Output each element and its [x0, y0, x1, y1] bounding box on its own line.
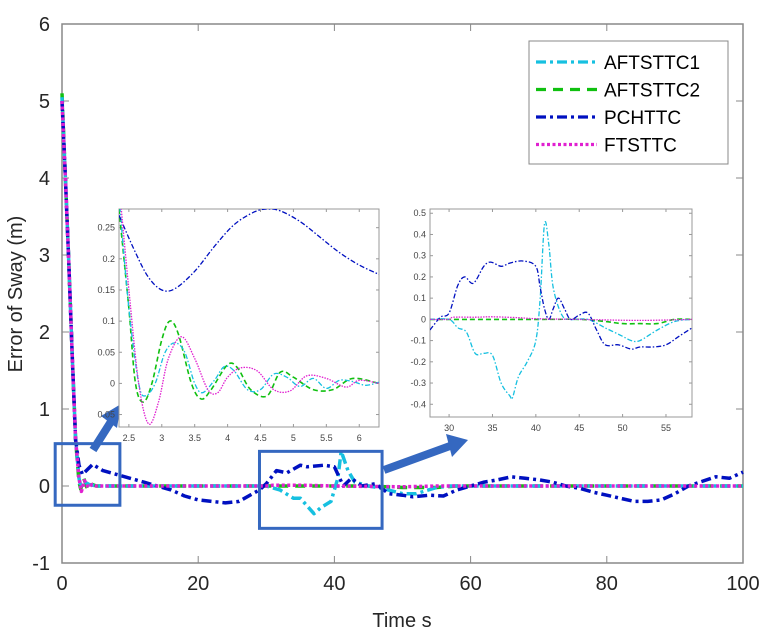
y-tick-label: 0: [39, 476, 50, 498]
inset-x-tick-label: 3: [159, 433, 164, 443]
zoom-region-box-2: [257, 449, 384, 530]
plot-area-frame: [61, 23, 744, 564]
legend-label: PCHTTC: [604, 108, 681, 129]
inset-frame: [118, 208, 380, 428]
inset-y-tick-label: -0.1: [410, 336, 426, 346]
inset-y-tick-label: 0.1: [413, 293, 426, 303]
inset-x-tick-label: 50: [618, 423, 628, 433]
inset-x-tick-label: 5.5: [320, 433, 333, 443]
inset-x-tick-label: 5: [291, 433, 296, 443]
inset-x-tick-label: 35: [487, 423, 497, 433]
inset-y-tick-label: 0.05: [97, 347, 115, 357]
inset-y-tick-label: 0.3: [413, 251, 426, 261]
inset-y-tick-label: 0.2: [413, 272, 426, 282]
y-tick-label: 1: [39, 399, 50, 421]
inset-x-tick-label: 4.5: [254, 433, 267, 443]
inset-y-tick-label: 0.4: [413, 229, 426, 239]
zoom-arrow-2: [382, 434, 468, 474]
zoom-arrow-1: [89, 404, 121, 453]
y-tick-label: 3: [39, 245, 50, 267]
inset-x-tick-label: 4: [225, 433, 230, 443]
inset-y-tick-label: 0.05: [97, 410, 115, 420]
inset-y-tick-label: -0.2: [410, 357, 426, 367]
inset-series-line-pchttc: [119, 209, 379, 292]
y-tick-label: 5: [39, 91, 50, 113]
series-line-ftsttc: [60, 100, 743, 494]
x-tick-label: 40: [323, 573, 345, 595]
x-tick-label: 100: [726, 573, 759, 595]
inset-x-tick-label: 30: [444, 423, 454, 433]
inset-series-line-ftsttc: [120, 209, 379, 425]
y-axis-label: Error of Sway (m): [5, 216, 27, 373]
legend-label: AFTSTTC2: [604, 81, 700, 102]
y-tick-label: 6: [39, 14, 50, 36]
inset-y-tick-label: 0.15: [97, 285, 115, 295]
inset-y-tick-label: -0.3: [410, 378, 426, 388]
zoom-inset-2: 30 35 40 45 50 55 -0.4 -0.3 -0.2 -0.1 0 0.1 0.2 0.3 0.…: [410, 208, 693, 433]
inset-series-line-ftsttc: [430, 316, 692, 322]
inset-x-tick-label: 3.5: [188, 433, 201, 443]
inset-series-line-aftsttc2: [119, 209, 379, 403]
y-tick-label: 4: [39, 168, 50, 190]
y-tick-label: -1: [32, 553, 50, 575]
x-tick-label: 0: [56, 573, 67, 595]
inset-series-line-aftsttc1: [430, 221, 692, 400]
zoom-inset-1: 2.5 3 3.5 4 4.5 5 5.5 6 0.05 0 0.05 0.1 0.15 0.2 0.25: [97, 208, 380, 443]
inset-x-tick-label: 55: [661, 423, 671, 433]
inset-y-tick-label: 0.2: [102, 254, 115, 264]
x-tick-label: 20: [187, 573, 209, 595]
inset-frame: [429, 208, 693, 418]
zoom-region-box-1: [53, 442, 122, 507]
inset-series-line-pchttc: [430, 260, 692, 350]
inset-x-tick-label: 6: [357, 433, 362, 443]
inset-y-tick-label: 0.25: [97, 223, 115, 233]
legend-label: FTSTTC: [604, 136, 677, 157]
series-line-pchttc: [60, 100, 744, 505]
inset-x-tick-label: 40: [531, 423, 541, 433]
legend: AFTSTTC1 AFTSTTC2 PCHTTC FTSTTC: [528, 40, 729, 165]
inset-y-tick-label: -0.4: [410, 399, 426, 409]
inset-y-tick-label: 0.1: [102, 316, 115, 326]
inset-x-tick-label: 2.5: [123, 433, 136, 443]
inset-y-tick-label: 0: [421, 314, 426, 324]
x-tick-label: 80: [596, 573, 618, 595]
y-tick-label: 2: [39, 322, 50, 344]
inset-y-tick-label: 0: [110, 378, 115, 388]
inset-x-tick-label: 45: [574, 423, 584, 433]
legend-label: AFTSTTC1: [604, 53, 700, 74]
inset-series-line-aftsttc2: [430, 318, 692, 325]
x-axis-label: Time s: [372, 610, 431, 632]
x-tick-label: 60: [459, 573, 481, 595]
main-plot-lines: [60, 93, 744, 516]
inset-y-tick-label: 0.5: [413, 208, 426, 218]
